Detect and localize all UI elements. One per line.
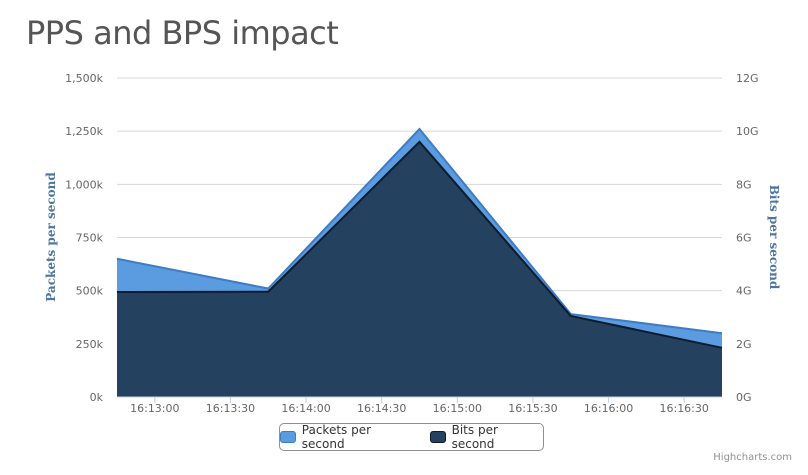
- x-tick-label: 16:16:00: [584, 402, 633, 415]
- legend-label-pps: Packets per second: [301, 423, 372, 451]
- y-axis-right-title: Bits per second: [767, 185, 781, 290]
- x-tick-label: 16:16:30: [659, 402, 708, 415]
- y-right-tick-label: 8G: [736, 178, 752, 191]
- y-left-tick-label: 1,250k: [65, 125, 103, 138]
- x-tick-label: 16:15:00: [433, 402, 482, 415]
- legend-swatch-bps: [429, 431, 446, 443]
- series-areas: [116, 127, 723, 398]
- y-right-tick-label: 6G: [736, 232, 752, 245]
- credits-link[interactable]: Highcharts.com: [713, 452, 792, 463]
- chart-title: PPS and BPS impact: [26, 14, 339, 52]
- y-right-tick-label: 10G: [736, 125, 759, 138]
- y-left-tick-label: 1,000k: [65, 178, 103, 191]
- x-tick-label: 16:15:30: [508, 402, 557, 415]
- y-axis-left-title: Packets per second: [44, 172, 58, 302]
- x-tick-label: 16:14:00: [281, 402, 330, 415]
- legend-swatch-pps: [280, 431, 296, 443]
- y-left-tick-label: 750k: [76, 232, 104, 245]
- x-axis: 16:13:00 16:13:30 16:14:00 16:14:30 16:15:00…: [117, 396, 722, 415]
- y-left-tick-label: 500k: [76, 285, 104, 298]
- y-right-tick-label: 12G: [736, 72, 759, 85]
- x-tick-label: 16:13:30: [206, 402, 255, 415]
- legend: Packets per second Bits per second: [279, 423, 544, 451]
- legend-label-bps: Bits per second: [451, 423, 498, 451]
- y-left-tick-label: 0k: [90, 391, 104, 404]
- legend-item-bps[interactable]: Bits per second: [429, 423, 543, 451]
- y-right-tick-label: 4G: [736, 285, 752, 298]
- y-left-tick-label: 250k: [76, 338, 104, 351]
- y-right-tick-label: 0G: [736, 391, 752, 404]
- x-tick-label: 16:14:30: [357, 402, 406, 415]
- y-axis-left: 0k 250k 500k 750k 1,000k 1,250k 1,500k: [65, 72, 103, 404]
- y-left-tick-label: 1,500k: [65, 72, 103, 85]
- x-tick-label: 16:13:00: [130, 402, 179, 415]
- y-axis-right: 0G 2G 4G 6G 8G 10G 12G: [736, 72, 759, 404]
- legend-item-pps[interactable]: Packets per second: [280, 423, 416, 451]
- y-right-tick-label: 2G: [736, 338, 752, 351]
- series-area-1: [117, 141, 722, 397]
